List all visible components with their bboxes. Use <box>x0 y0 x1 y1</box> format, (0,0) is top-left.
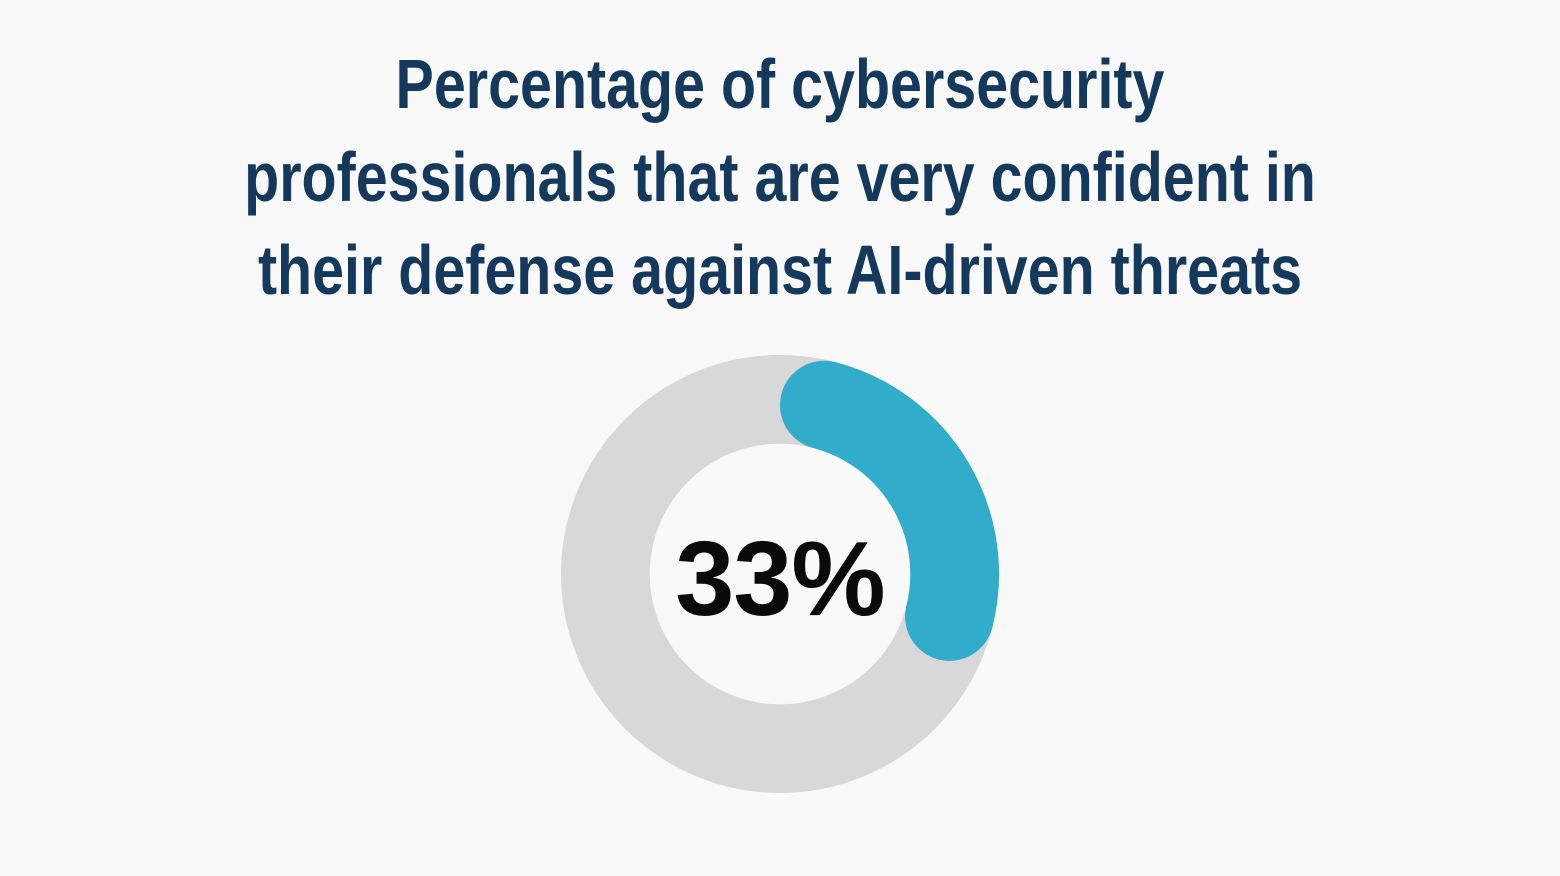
chart-title: Percentage of cybersecurity professional… <box>140 38 1419 317</box>
chart-title-line-3: their defense against AI-driven threats <box>257 231 1303 309</box>
donut-value-arc <box>780 360 999 661</box>
donut-center-value: 33% <box>675 519 885 638</box>
donut-chart: 33% <box>560 354 1000 794</box>
chart-title-line-1: Percentage of cybersecurity <box>395 45 1165 123</box>
donut-svg <box>561 355 999 793</box>
chart-title-line-2: professionals that are very confident in <box>244 138 1316 216</box>
